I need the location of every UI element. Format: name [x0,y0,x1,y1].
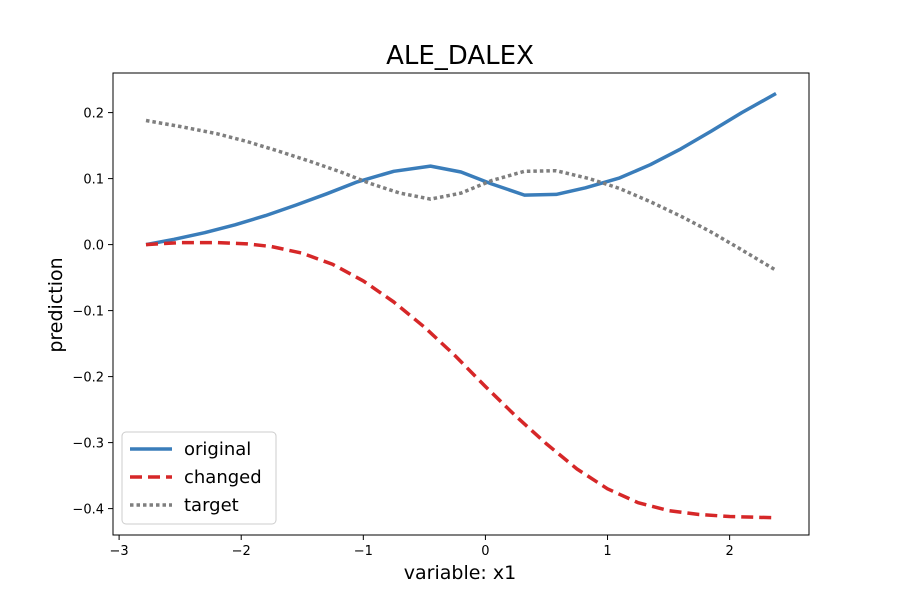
chart-title: ALE_DALEX [386,41,534,71]
x-tick-label: 1 [603,544,611,559]
y-tick-label: −0.4 [72,503,104,518]
legend: original changed target [121,431,277,525]
x-tick-label: 0 [481,544,489,559]
x-tick-label: −1 [354,544,373,559]
x-tick-label: −2 [232,544,251,559]
legend-label-changed: changed [184,467,262,488]
y-tick-label: 0.1 [83,173,104,188]
legend-label-target: target [184,495,239,516]
y-tick-label: −0.3 [72,437,104,452]
series-line-target [145,118,777,272]
plot-frame [112,72,810,536]
y-axis-label: prediction [45,257,67,352]
y-tick-label: −0.1 [72,305,104,320]
axis-ticks: −3 −2 −1 0 1 2 0.2 0.1 0.0 −0.1 −0.2 −0.3 −0.4 [72,107,733,559]
y-tick-label: 0.2 [83,107,104,122]
legend-label-original: original [184,439,251,460]
series-line-original [145,91,777,247]
x-tick-label: −3 [110,544,129,559]
series-lines [145,91,777,520]
x-tick-label: 2 [725,544,733,559]
series-line-changed [145,240,777,520]
legend-box [121,431,277,525]
y-tick-label: 0.0 [83,239,104,254]
x-axis-label: variable: x1 [404,562,516,584]
y-tick-label: −0.2 [72,371,104,386]
